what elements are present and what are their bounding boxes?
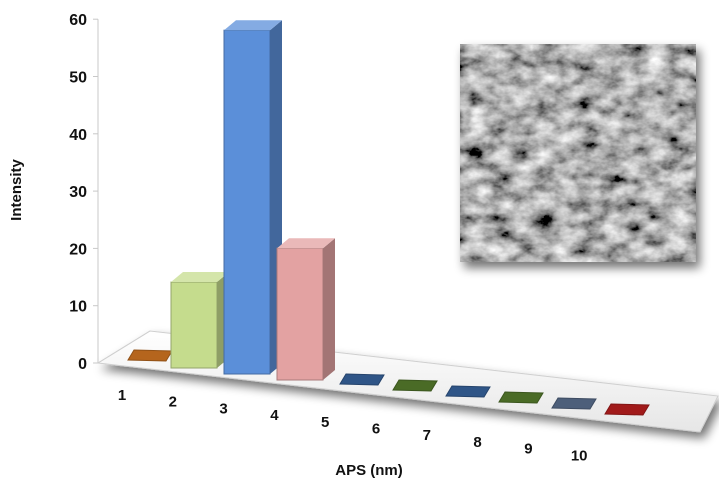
y-tick-label: 0 — [78, 356, 87, 373]
sem-inset-image — [460, 44, 696, 262]
x-axis-title: APS (nm) — [335, 462, 403, 479]
y-tick-label: 40 — [69, 127, 87, 144]
bar-top — [171, 272, 229, 283]
y-tick-label: 60 — [69, 12, 87, 29]
x-tick-label: 5 — [321, 414, 329, 431]
x-tick-label: 2 — [169, 394, 177, 411]
x-tick-label: 4 — [270, 407, 279, 424]
x-tick-label: 1 — [118, 387, 126, 404]
bar-flat — [392, 379, 438, 392]
x-tick-label: 7 — [423, 427, 431, 444]
y-tick-label: 20 — [69, 241, 87, 258]
bar-6 — [392, 379, 438, 392]
y-axis-title: Intensity — [8, 159, 25, 221]
y-tick-labels: 0 10 20 30 40 50 60 — [69, 12, 87, 373]
bar-front — [170, 281, 218, 369]
x-tick-labels: 1 2 3 4 5 6 7 8 9 10 — [118, 387, 588, 464]
x-tick-label: 3 — [219, 400, 227, 417]
bar-front — [223, 29, 271, 375]
bar-front — [276, 247, 324, 381]
y-tick-label: 30 — [69, 184, 87, 201]
bar-flat — [445, 385, 491, 398]
bar-flat — [604, 403, 650, 416]
y-tick-label: 10 — [69, 299, 87, 316]
bar-1 — [127, 349, 173, 362]
bar-5 — [339, 373, 385, 386]
bar-8 — [498, 391, 544, 404]
bar-flat — [339, 373, 385, 386]
bar-top — [224, 20, 282, 31]
bar-4 — [276, 238, 335, 381]
bar-flat — [127, 349, 173, 362]
bar-flat — [498, 391, 544, 404]
bar-10 — [604, 403, 650, 416]
depth-axis-line — [97, 330, 151, 364]
x-tick-label: 6 — [372, 421, 380, 438]
bar-2 — [170, 272, 229, 369]
bar-7 — [445, 385, 491, 398]
bars — [127, 20, 650, 416]
bar-flat — [551, 397, 597, 410]
axes — [93, 18, 151, 364]
y-tick-label: 50 — [69, 70, 87, 87]
bar-9 — [551, 397, 597, 410]
x-tick-label: 10 — [571, 447, 588, 464]
bar-side — [323, 238, 335, 380]
x-tick-label: 8 — [473, 434, 481, 451]
bar-top — [277, 238, 335, 249]
x-tick-label: 9 — [524, 441, 532, 458]
bar-3 — [223, 20, 282, 375]
